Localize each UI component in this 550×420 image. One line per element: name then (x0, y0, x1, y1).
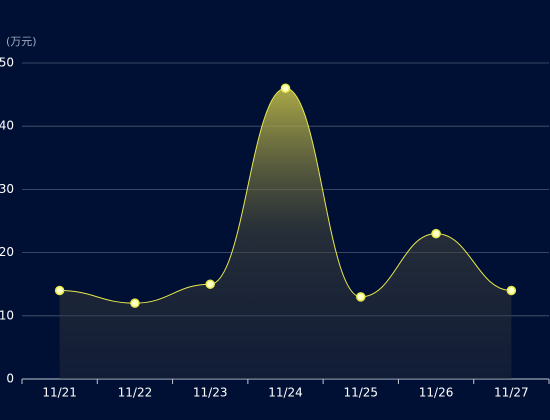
x-tick-label: 11/21 (42, 386, 77, 400)
x-tick-label: 11/27 (494, 386, 529, 400)
x-tick-label: 11/24 (268, 386, 303, 400)
point (280, 83, 291, 94)
y-tick-label: 10 (0, 308, 14, 322)
x-tick-label: 11/25 (343, 386, 378, 400)
point (130, 298, 140, 308)
point (54, 285, 65, 296)
x-tick-label: 11/22 (118, 386, 153, 400)
y-tick-label: 20 (0, 245, 14, 259)
y-tick-label: 0 (6, 372, 14, 386)
y-tick-label: 30 (0, 182, 14, 196)
point (431, 228, 441, 239)
y-tick-label: 40 (0, 119, 14, 133)
x-tick-label: 11/23 (193, 386, 228, 400)
y-axis-label: (万元) (6, 35, 37, 48)
area (59, 88, 512, 379)
y-tick-label: 50 (0, 56, 14, 70)
x-tick-label: 11/26 (419, 386, 454, 400)
point (205, 279, 215, 289)
point (356, 292, 366, 302)
point (506, 285, 517, 296)
